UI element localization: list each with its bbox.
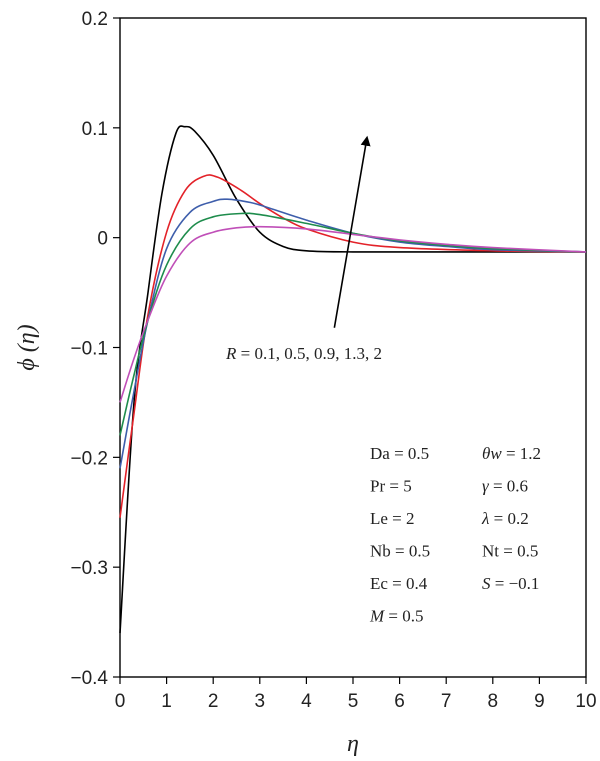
y-tick-label: 0.1 xyxy=(82,119,108,140)
x-tick-label: 5 xyxy=(348,691,359,712)
param-right-2: γ = 0.6 xyxy=(482,477,528,496)
param-left-1: Da = 0.5 xyxy=(370,444,429,463)
param-right-4-value: Nt = 0.5 xyxy=(482,542,538,561)
x-tick-label: 7 xyxy=(441,691,452,712)
param-left-1-value: Da = 0.5 xyxy=(370,444,429,463)
param-right-4: Nt = 0.5 xyxy=(482,542,538,561)
x-tick-label: 3 xyxy=(255,691,266,712)
annotations: R = 0.1, 0.5, 0.9, 1.3, 2 Da = 0.5 Pr = 5 L… xyxy=(225,135,541,626)
arrow-label-value: = 0.1, 0.5, 0.9, 1.3, 2 xyxy=(236,344,382,363)
y-tick-label: −0.2 xyxy=(70,448,108,469)
param-left-5: Ec = 0.4 xyxy=(370,574,428,593)
param-right-2-value: = 0.6 xyxy=(489,477,528,496)
param-left-6: M = 0.5 xyxy=(369,607,424,626)
y-tick-label: 0 xyxy=(97,229,108,250)
direction-arrow xyxy=(333,135,371,328)
param-left-6-var: M xyxy=(369,607,385,626)
param-right-1-var: θw xyxy=(482,444,502,463)
param-left-6-value: = 0.5 xyxy=(384,607,423,626)
series-line-1 xyxy=(119,125,586,634)
series-line-5 xyxy=(119,225,587,403)
x-tick-label: 6 xyxy=(394,691,405,712)
y-tick-label: −0.3 xyxy=(70,558,108,579)
param-left-2: Pr = 5 xyxy=(370,477,412,496)
series-line-2 xyxy=(119,174,587,518)
y-tick-label: −0.4 xyxy=(70,668,108,689)
param-right-3-var: λ xyxy=(481,509,489,528)
x-tick-label: 9 xyxy=(534,691,545,712)
y-axis-title: ϕ (η) xyxy=(14,324,40,370)
param-left-5-value: Ec = 0.4 xyxy=(370,574,428,593)
arrow-label-var: R xyxy=(225,344,237,363)
param-right-3-value: = 0.2 xyxy=(489,509,528,528)
param-right-3: λ = 0.2 xyxy=(481,509,529,528)
param-right-1: θw = 1.2 xyxy=(482,444,541,463)
y-tick-label: 0.2 xyxy=(82,9,108,30)
x-tick-label: 4 xyxy=(301,691,312,712)
param-right-2-var: γ xyxy=(482,477,490,496)
param-left-2-value: Pr = 5 xyxy=(370,477,412,496)
x-tick-label: 8 xyxy=(488,691,499,712)
x-tick-label: 0 xyxy=(115,691,126,712)
param-right-1-value: = 1.2 xyxy=(502,444,541,463)
x-tick-label: 2 xyxy=(208,691,219,712)
arrow-label: R = 0.1, 0.5, 0.9, 1.3, 2 xyxy=(225,344,382,363)
y-tick-label: −0.1 xyxy=(70,339,108,360)
series-line-4 xyxy=(119,212,587,436)
param-right-5-value: = −0.1 xyxy=(491,574,540,593)
param-left-4: Nb = 0.5 xyxy=(370,542,430,561)
x-tick-label: 10 xyxy=(575,691,596,712)
param-right-5-var: S xyxy=(482,574,491,593)
param-left-4-value: Nb = 0.5 xyxy=(370,542,430,561)
x-axis-title: η xyxy=(347,731,359,757)
param-right-5: S = −0.1 xyxy=(482,574,539,593)
param-left-3-value: Le = 2 xyxy=(370,509,415,528)
series-group xyxy=(119,125,587,634)
param-left-3: Le = 2 xyxy=(370,509,415,528)
x-tick-label: 1 xyxy=(161,691,172,712)
series-line-3 xyxy=(119,198,587,469)
axes: 0 1 2 3 4 5 6 7 8 9 10 0.2 0.1 0 −0.1 −0.2 −0.3 −0.4 xyxy=(70,9,596,712)
